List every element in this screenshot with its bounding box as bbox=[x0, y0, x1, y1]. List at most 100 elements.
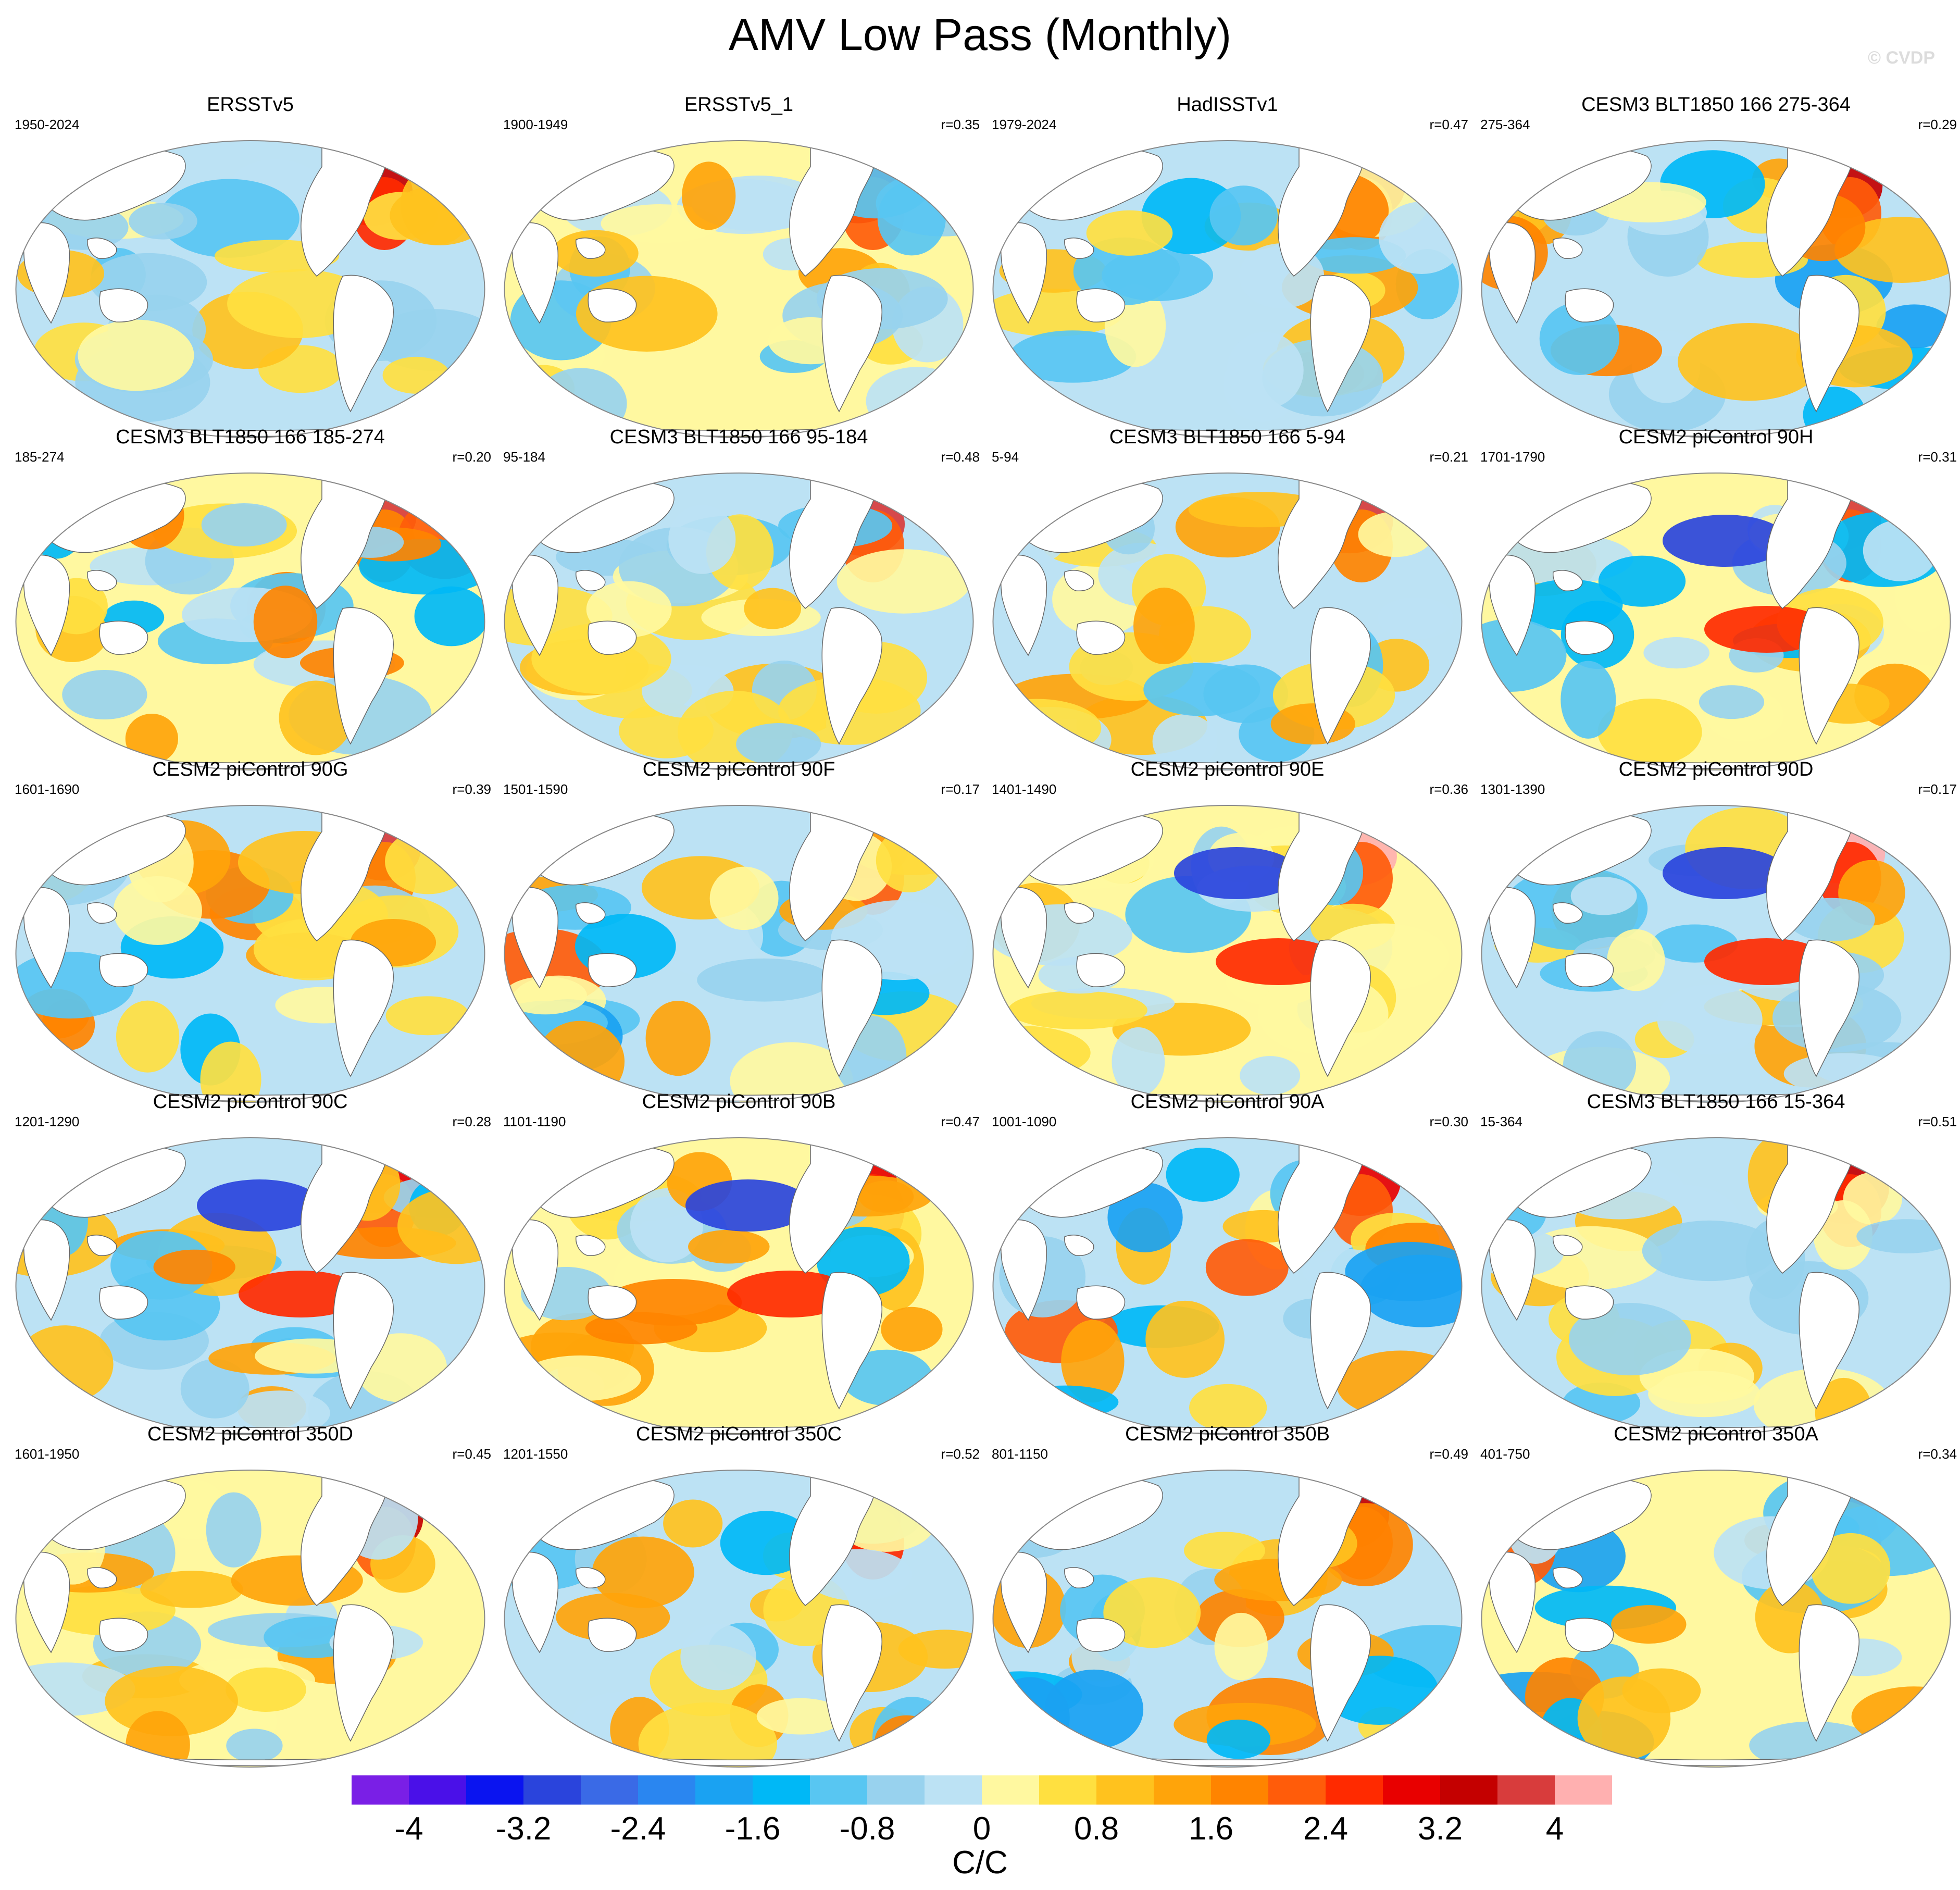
map-panel: CESM2 piControl 350C 1201-1550 r=0.52 bbox=[498, 1423, 980, 1768]
map-outline bbox=[992, 140, 1463, 438]
anomaly-contour bbox=[874, 1715, 939, 1767]
colorbar-swatch bbox=[753, 1775, 810, 1805]
panel-title: CESM2 piControl 350C bbox=[636, 1423, 842, 1445]
south-america-landmass bbox=[821, 607, 883, 745]
africa-landmass bbox=[1000, 1551, 1047, 1653]
maritime-asia-landmass bbox=[576, 570, 606, 592]
panel-period: 1301-1390 bbox=[1480, 781, 1545, 797]
sst-anomaly-map bbox=[1481, 805, 1951, 1103]
colorbar-swatch bbox=[695, 1775, 753, 1805]
sst-anomaly-map bbox=[992, 473, 1463, 770]
sst-anomaly-map bbox=[504, 805, 974, 1103]
panel-correlation: r=0.52 bbox=[941, 1446, 980, 1462]
maritime-asia-landmass bbox=[576, 1235, 606, 1257]
colorbar-swatch bbox=[1326, 1775, 1383, 1805]
south-america-landmass bbox=[333, 275, 394, 413]
anomaly-contour bbox=[1643, 637, 1710, 669]
south-america-landmass bbox=[1310, 939, 1371, 1077]
anomaly-contour bbox=[397, 1188, 485, 1264]
colorbar-swatch bbox=[1154, 1775, 1212, 1805]
panel-correlation: r=0.20 bbox=[452, 449, 491, 465]
anomaly-contour bbox=[1895, 159, 1950, 202]
anomaly-contour bbox=[709, 866, 779, 930]
south-america-landmass bbox=[333, 607, 394, 745]
greenland-landmass bbox=[1370, 479, 1400, 502]
map-panel: CESM3 BLT1850 166 95-184 95-184 r=0.48 bbox=[498, 426, 980, 770]
anomaly-contour bbox=[1133, 587, 1195, 665]
panel-title: CESM2 piControl 90D bbox=[1618, 759, 1814, 780]
south-america-landmass bbox=[1310, 275, 1371, 413]
anomaly-contour bbox=[1061, 1320, 1125, 1403]
south-america-landmass bbox=[1799, 607, 1860, 745]
south-america-landmass bbox=[333, 1604, 394, 1742]
greenland-landmass bbox=[1858, 1476, 1888, 1499]
panel-title: CESM2 piControl 90F bbox=[642, 759, 835, 780]
greenland-landmass bbox=[1858, 146, 1888, 170]
greenland-landmass bbox=[1370, 1143, 1400, 1167]
south-america-landmass bbox=[1799, 1272, 1860, 1410]
map-panel: CESM2 piControl 90B 1101-1190 r=0.47 bbox=[498, 1091, 980, 1435]
africa-landmass bbox=[23, 222, 70, 324]
maritime-asia-landmass bbox=[1064, 1567, 1094, 1589]
anomaly-contour bbox=[736, 723, 821, 766]
sst-anomaly-map bbox=[15, 1470, 485, 1768]
sst-anomaly-map bbox=[992, 805, 1463, 1103]
panel-correlation: r=0.39 bbox=[452, 781, 491, 797]
map-panel: CESM3 BLT1850 166 185-274 185-274 r=0.20 bbox=[9, 426, 491, 770]
panel-correlation: r=0.28 bbox=[452, 1114, 491, 1129]
panel-correlation: r=0.36 bbox=[1429, 781, 1468, 797]
anomaly-contour bbox=[1611, 1605, 1687, 1644]
colorbar-swatch bbox=[982, 1775, 1040, 1805]
colorbar-tick-label: -3.2 bbox=[495, 1811, 552, 1847]
map-outline bbox=[992, 473, 1463, 770]
south-america-landmass bbox=[1310, 607, 1371, 745]
map-outline bbox=[992, 805, 1463, 1103]
panel-period: 1201-1290 bbox=[15, 1114, 80, 1129]
map-outline bbox=[15, 473, 485, 770]
panel-period: 95-184 bbox=[503, 449, 545, 465]
australia-landmass bbox=[99, 953, 148, 987]
maritime-asia-landmass bbox=[1064, 238, 1094, 259]
panel-period: 1900-1949 bbox=[503, 117, 568, 132]
colorbar-swatch bbox=[466, 1775, 524, 1805]
anomaly-contour bbox=[1166, 1148, 1240, 1202]
anomaly-contour bbox=[24, 1725, 93, 1761]
panel-period: 1701-1790 bbox=[1480, 449, 1545, 465]
colorbar-units: C/C bbox=[952, 1845, 1008, 1881]
anomaly-contour bbox=[1103, 1577, 1201, 1648]
anomaly-contour bbox=[1843, 1172, 1902, 1225]
map-panel: ERSSTv5 1950-2024 bbox=[9, 94, 491, 438]
panel-period: 5-94 bbox=[992, 449, 1019, 465]
australia-landmass bbox=[1076, 1285, 1126, 1320]
australia-landmass bbox=[588, 1285, 637, 1320]
colorbar-swatch bbox=[867, 1775, 925, 1805]
anomaly-contour bbox=[1189, 1384, 1267, 1432]
anomaly-contour bbox=[1704, 606, 1829, 653]
panel-title: ERSSTv5_1 bbox=[684, 94, 794, 116]
colorbar-swatch bbox=[1096, 1775, 1154, 1805]
panel-period: 1001-1090 bbox=[992, 1114, 1057, 1129]
panel-period: 401-750 bbox=[1480, 1446, 1530, 1462]
maritime-asia-landmass bbox=[87, 570, 117, 592]
map-outline bbox=[1481, 1470, 1951, 1768]
anomaly-contour bbox=[1539, 302, 1619, 375]
australia-landmass bbox=[1076, 953, 1126, 987]
anomaly-contour bbox=[40, 1585, 176, 1636]
colorbar-tick-label: -1.6 bbox=[725, 1811, 781, 1847]
map-outline bbox=[504, 1470, 974, 1768]
south-america-landmass bbox=[1310, 1604, 1371, 1742]
map-outline bbox=[15, 1137, 485, 1435]
sst-anomaly-map bbox=[1481, 140, 1951, 438]
australia-landmass bbox=[588, 288, 637, 322]
anomaly-contour bbox=[1009, 330, 1137, 383]
anomaly-contour bbox=[1378, 597, 1454, 640]
australia-landmass bbox=[1565, 288, 1614, 322]
anomaly-contour bbox=[993, 1677, 1070, 1758]
sst-anomaly-map bbox=[992, 1137, 1463, 1435]
panel-correlation: r=0.49 bbox=[1429, 1446, 1468, 1462]
anomaly-contour bbox=[1657, 984, 1763, 1055]
greenland-landmass bbox=[1370, 811, 1400, 835]
panel-title: CESM2 piControl 350A bbox=[1614, 1423, 1818, 1445]
australia-landmass bbox=[1565, 1618, 1614, 1652]
anomaly-contour bbox=[685, 1179, 810, 1232]
